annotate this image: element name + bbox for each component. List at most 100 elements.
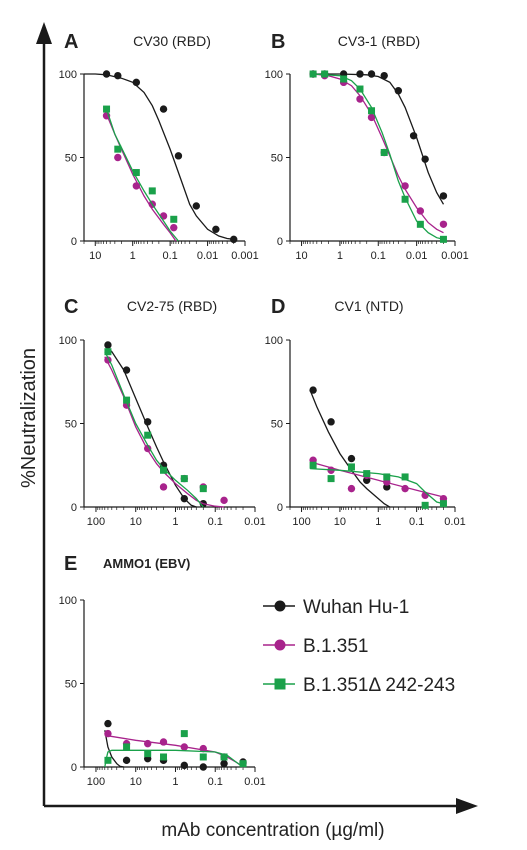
fit-curve — [105, 113, 177, 242]
panel-a-title: CV30 (RBD) — [133, 33, 211, 49]
panel-e-title: AMMO1 (EBV) — [103, 556, 190, 571]
data-point — [401, 473, 409, 481]
fit-curve — [104, 730, 124, 768]
y-tick-label: 0 — [277, 502, 283, 514]
data-point — [159, 105, 168, 113]
data-point — [239, 760, 247, 768]
x-tick-label: 100 — [292, 516, 310, 528]
y-tick-label: 100 — [59, 595, 77, 607]
data-point — [159, 212, 168, 220]
x-tick-label: 10 — [334, 516, 346, 528]
series-wuhan-hu-1 — [309, 70, 448, 205]
data-point — [340, 75, 348, 83]
data-point — [199, 763, 207, 771]
fit-curve — [104, 344, 197, 508]
data-point — [160, 753, 168, 761]
data-point — [104, 729, 112, 738]
x-tick-label: 0.1 — [208, 516, 223, 528]
outer-x-arrow — [456, 798, 478, 814]
data-point — [132, 182, 141, 190]
data-point — [409, 132, 418, 140]
data-point — [159, 483, 168, 491]
legend-label: B.1.351Δ 242-243 — [303, 675, 455, 696]
y-tick-label: 50 — [271, 419, 283, 431]
legend-label: B.1.351 — [303, 636, 369, 657]
data-point — [220, 496, 228, 505]
x-tick-label: 0.01 — [444, 516, 465, 528]
x-tick-label: 0.001 — [231, 250, 259, 262]
legend: Wuhan Hu-1 B.1.351 B.1.351Δ 242-243 — [263, 597, 455, 696]
series-wuhan-hu-1 — [104, 341, 207, 508]
y-tick-label: 100 — [265, 335, 283, 347]
data-point — [103, 105, 111, 113]
data-point — [383, 473, 391, 481]
y-tick-label: 100 — [265, 69, 283, 81]
x-tick-label: 10 — [130, 776, 142, 788]
x-tick-label: 0.1 — [162, 250, 177, 262]
data-point — [132, 169, 140, 177]
series-b-1-351-242-243 — [309, 70, 447, 243]
data-point — [356, 85, 364, 93]
x-tick-label: 0.01 — [406, 250, 427, 262]
legend-marker — [274, 678, 286, 690]
data-point — [104, 341, 112, 349]
legend-marker — [274, 639, 286, 651]
y-tick-label: 50 — [65, 153, 77, 165]
data-point — [347, 484, 356, 493]
data-point — [421, 501, 429, 509]
data-point — [416, 207, 425, 215]
fit-curve — [313, 73, 444, 240]
x-tick-label: 1 — [375, 516, 381, 528]
data-point — [180, 743, 189, 751]
data-point — [220, 759, 228, 768]
data-point — [309, 461, 317, 469]
x-tick-label: 0.01 — [244, 516, 265, 528]
panel-d-title: CV1 (NTD) — [334, 298, 403, 314]
fit-curve — [104, 749, 244, 768]
data-point — [230, 235, 238, 244]
data-point — [199, 485, 207, 493]
legend-item: B.1.351 — [263, 636, 369, 657]
data-point — [148, 187, 156, 195]
series-b-1-351-242-243 — [104, 730, 247, 768]
data-point — [439, 192, 448, 200]
y-tick-label: 0 — [71, 762, 77, 774]
series-b-1-351 — [104, 356, 228, 508]
outer-y-arrow — [36, 22, 52, 44]
fit-curve — [313, 73, 444, 234]
data-point — [220, 753, 228, 761]
data-point — [327, 475, 335, 483]
data-point — [144, 431, 152, 439]
x-tick-label: 0.1 — [208, 776, 223, 788]
x-tick-label: 1 — [337, 250, 343, 262]
x-tick-label: 0.1 — [371, 250, 386, 262]
data-point — [143, 444, 152, 453]
data-point — [122, 366, 131, 374]
series-b-1-351-242-243 — [309, 461, 447, 509]
data-point — [321, 70, 329, 78]
data-point — [212, 225, 220, 234]
panel-d: D CV1 (NTD) 0 50 100 100 10 1 0.1 0.01 — [265, 296, 466, 528]
fit-curve — [309, 389, 391, 508]
series-wuhan-hu-1 — [84, 70, 238, 244]
y-tick-label: 0 — [71, 502, 77, 514]
data-point — [174, 152, 183, 160]
fit-curve — [104, 351, 204, 508]
data-point — [309, 386, 317, 394]
panel-e: E AMMO1 (EBV) 0 50 100 100 10 1 0.1 0.01 — [59, 553, 266, 788]
panel-a-letter: A — [64, 31, 78, 53]
panel-c: C CV2-75 (RBD) 0 50 100 100 10 1 0.1 0.01 — [59, 296, 266, 528]
data-point — [347, 463, 355, 471]
panel-e-letter: E — [64, 553, 77, 575]
data-point — [394, 87, 403, 95]
data-point — [104, 756, 112, 764]
panel-b-title: CV3-1 (RBD) — [338, 33, 420, 49]
fit-curve — [84, 73, 234, 240]
x-tick-label: 0.001 — [441, 250, 469, 262]
data-point — [160, 466, 168, 474]
x-tick-label: 1 — [172, 516, 178, 528]
data-point — [367, 70, 376, 78]
panel-c-title: CV2-75 (RBD) — [127, 298, 217, 314]
data-point — [356, 70, 364, 78]
